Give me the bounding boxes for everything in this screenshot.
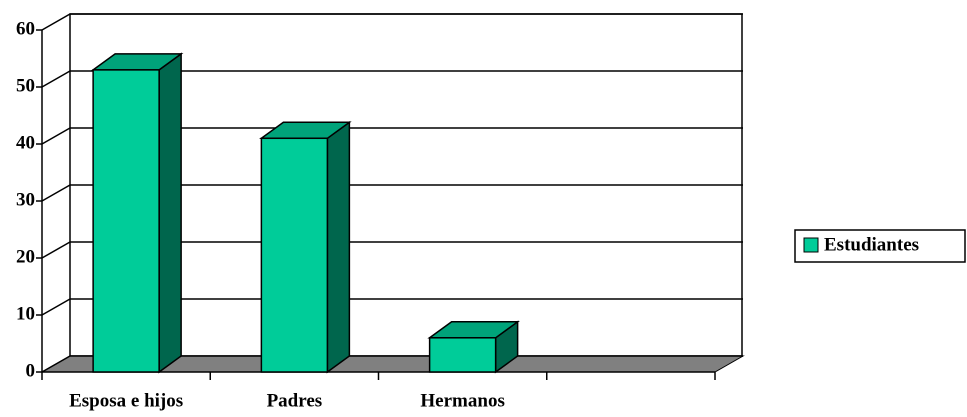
y-tick-label: 50 — [16, 75, 35, 96]
bar — [428, 337, 497, 373]
grid-line — [41, 355, 71, 373]
y-tick-label: 40 — [16, 132, 35, 153]
x-tick-label: Hermanos — [420, 390, 504, 411]
x-tick-label: Padres — [267, 390, 323, 411]
y-tick-label: 60 — [16, 18, 35, 39]
y-tick-label: 30 — [16, 189, 35, 210]
grid-line — [41, 184, 71, 202]
bar — [260, 137, 329, 373]
legend-box — [794, 229, 966, 263]
grid-line — [41, 127, 71, 145]
grid-line — [41, 241, 71, 259]
bar-side — [158, 52, 182, 374]
y-tick-label: 20 — [16, 246, 35, 267]
bar — [92, 69, 160, 373]
grid-line — [41, 298, 71, 316]
y-tick-label: 0 — [26, 360, 36, 381]
legend: Estudiantes — [794, 229, 966, 263]
legend-swatch — [803, 237, 819, 253]
y-tick-label: 10 — [16, 303, 35, 324]
bar-side — [326, 120, 351, 374]
x-tick-label: Esposa e hijos — [69, 390, 183, 411]
grid-line — [41, 70, 71, 88]
grid-line — [41, 13, 71, 31]
legend-label: Estudiantes — [824, 234, 919, 255]
